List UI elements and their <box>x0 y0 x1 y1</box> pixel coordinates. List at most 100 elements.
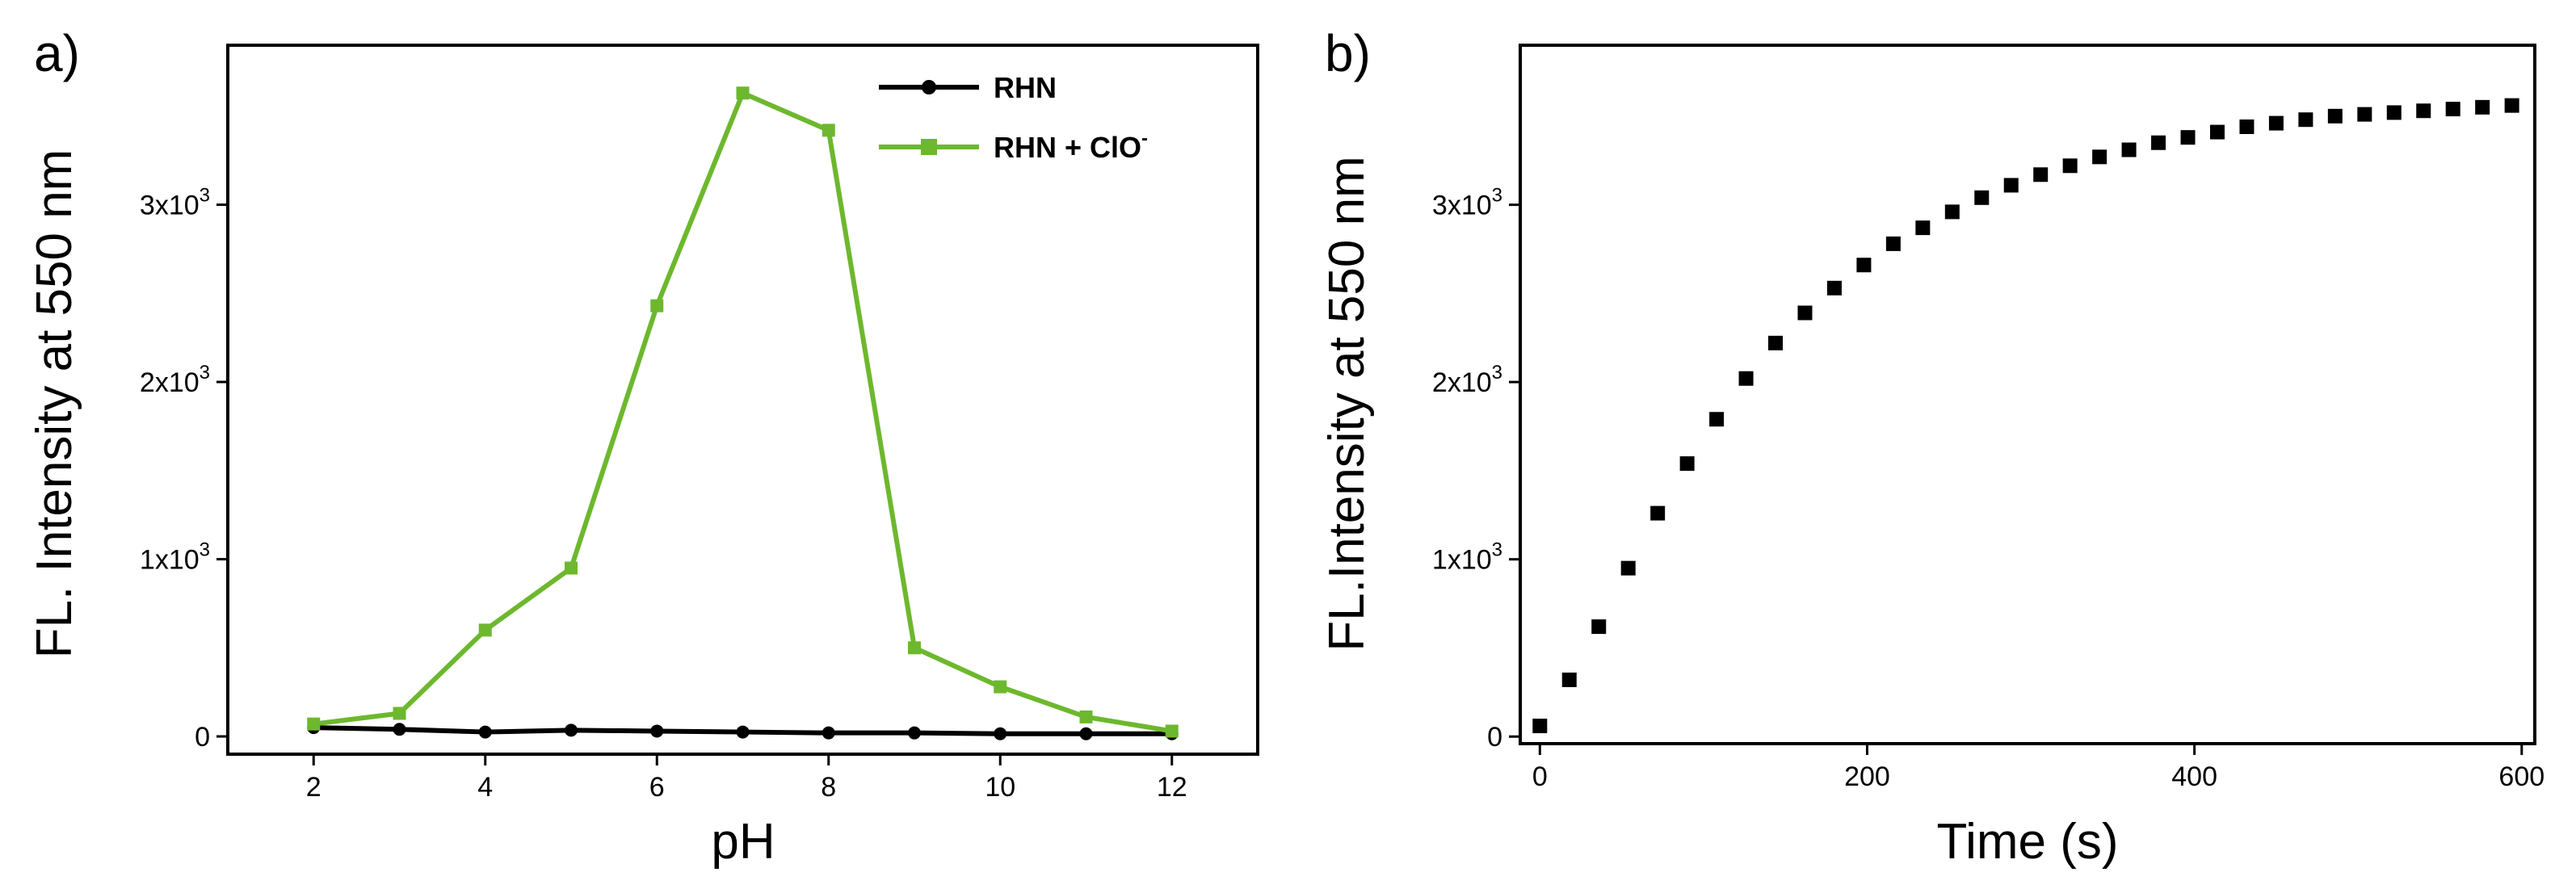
panel-a-y-tick-mantissa: 2x10 <box>140 367 200 398</box>
data-point-rhn-clo <box>565 561 578 575</box>
data-point-rhn-clo <box>1079 710 1093 723</box>
legend-label-rhn-clo-sup: - <box>1141 128 1148 149</box>
data-point-kinetics <box>2445 102 2460 117</box>
data-point-rhn-clo <box>307 717 321 731</box>
data-point-kinetics <box>1650 505 1666 521</box>
data-point-rhn <box>650 724 664 738</box>
panel-b-y-tick-mantissa: 2x10 <box>1432 367 1492 398</box>
panel-a-series-lines <box>313 90 1173 736</box>
panel-a: a) FL. Intensity at 550 nm pH 2 4 6 8 10 12 0 1… <box>27 24 1259 870</box>
data-point-kinetics <box>2416 103 2431 119</box>
data-point-rhn <box>736 725 750 739</box>
panel-a-y-tick-label: 0 <box>195 722 210 753</box>
panel-b-x-tick-label: 200 <box>1844 761 1890 792</box>
data-point-kinetics <box>1532 719 1548 734</box>
data-point-rhn-clo <box>478 623 492 637</box>
data-point-rhn <box>565 723 578 737</box>
data-point-rhn-clo <box>393 707 406 720</box>
panel-a-series-markers <box>307 86 1179 740</box>
data-point-kinetics <box>2298 112 2313 128</box>
panel-b-y-tick-mantissa: 1x10 <box>1432 545 1492 576</box>
panel-b-x-axis-title: Time (s) <box>1937 814 2119 870</box>
data-point-rhn <box>908 726 921 740</box>
data-point-rhn-clo <box>1165 724 1179 738</box>
panel-a-x-tick-label: 4 <box>477 772 493 803</box>
data-point-kinetics <box>2475 99 2490 115</box>
data-point-kinetics <box>2386 105 2402 120</box>
data-point-kinetics <box>1738 371 1754 386</box>
panel-b-y-tick-exponent: 3 <box>1492 539 1502 561</box>
data-point-kinetics <box>2062 158 2078 174</box>
legend-entry-rhn-clo: RHN + ClO- <box>879 128 1148 164</box>
panel-b-y-tick-label: 1x103 <box>1432 539 1502 576</box>
panel-a-y-tick-exponent: 3 <box>200 362 210 384</box>
data-point-kinetics <box>1561 672 1577 687</box>
panel-a-y-tick-exponent: 3 <box>200 539 210 561</box>
panel-b-y-axis-title: FL.Intensity at 550 nm <box>1319 156 1375 651</box>
data-point-kinetics <box>1826 280 1842 296</box>
panel-a-x-tick-label: 8 <box>821 772 836 803</box>
panel-b-y-tick-label: 2x103 <box>1432 362 1502 398</box>
data-point-rhn <box>478 725 492 739</box>
data-point-kinetics <box>2151 135 2166 150</box>
panel-b-x-tick-label: 400 <box>2171 761 2217 792</box>
panel-a-x-tick-label: 12 <box>1157 772 1187 803</box>
panel-a-y-tick-exponent: 3 <box>200 185 210 207</box>
data-point-rhn-clo <box>908 641 921 655</box>
data-point-rhn <box>1079 727 1093 740</box>
legend-marker-rhn-clo <box>921 139 937 155</box>
panel-b-y-tick-exponent: 3 <box>1492 362 1502 384</box>
panel-b-x-tick-label: 0 <box>1532 761 1548 792</box>
legend-entry-rhn: RHN <box>879 71 1057 104</box>
data-point-kinetics <box>2003 178 2019 193</box>
panel-a-y-tick-label: 3x103 <box>140 185 210 221</box>
data-point-kinetics <box>2180 130 2196 145</box>
data-point-kinetics <box>1915 220 1931 236</box>
panel-a-y-tick-label: 2x103 <box>140 362 210 398</box>
data-point-kinetics <box>2121 142 2137 157</box>
legend-marker-rhn <box>922 80 936 94</box>
data-point-rhn-clo <box>994 680 1007 694</box>
data-point-rhn-clo <box>650 299 664 312</box>
panel-b-x-tick-label: 600 <box>2498 761 2544 792</box>
panel-b-y-tick-label: 3x103 <box>1432 185 1502 221</box>
panel-a-y-tick-label: 1x103 <box>140 539 210 576</box>
data-point-kinetics <box>1620 560 1636 576</box>
panel-a-x-tick-label: 6 <box>649 772 665 803</box>
panel-b-y-tick-mantissa: 3x10 <box>1432 191 1492 221</box>
legend-label-rhn-clo: RHN + ClO- <box>994 128 1148 164</box>
series-line-rhn-clo <box>313 90 1173 734</box>
data-point-kinetics <box>2504 98 2519 113</box>
data-point-kinetics <box>1679 456 1695 472</box>
panel-a-y-tick-mantissa: 1x10 <box>140 545 200 576</box>
data-point-kinetics <box>2357 107 2372 122</box>
data-point-kinetics <box>1856 258 1872 273</box>
data-point-kinetics <box>1768 335 1784 350</box>
data-point-kinetics <box>1797 305 1813 321</box>
panel-a-y-axis-title: FL. Intensity at 550 nm <box>27 149 82 659</box>
panel-b-series-markers <box>1532 98 2519 734</box>
panel-b-y-tick-label: 0 <box>1487 722 1502 753</box>
panel-a-label: a) <box>34 24 80 82</box>
panel-b-label: b) <box>1325 24 1371 82</box>
data-point-kinetics <box>1974 190 1990 205</box>
panel-a-y-tick-mantissa: 3x10 <box>140 191 200 221</box>
panel-a-x-axis-title: pH <box>711 814 775 870</box>
data-point-kinetics <box>2209 124 2225 140</box>
data-point-kinetics <box>1709 412 1725 427</box>
panel-a-legend: RHN RHN + ClO- <box>879 71 1148 164</box>
data-point-rhn <box>994 727 1007 740</box>
data-point-kinetics <box>2268 115 2284 131</box>
data-point-kinetics <box>2327 108 2343 124</box>
data-point-kinetics <box>1591 619 1607 635</box>
panel-a-x-tick-label: 10 <box>985 772 1015 803</box>
panel-b-y-tick-exponent: 3 <box>1492 185 1502 207</box>
panel-b-plot-frame <box>1519 44 2536 745</box>
data-point-kinetics <box>2033 167 2049 182</box>
panel-a-plot-frame <box>226 44 1259 756</box>
data-point-rhn <box>822 726 835 740</box>
data-point-kinetics <box>2092 149 2107 165</box>
